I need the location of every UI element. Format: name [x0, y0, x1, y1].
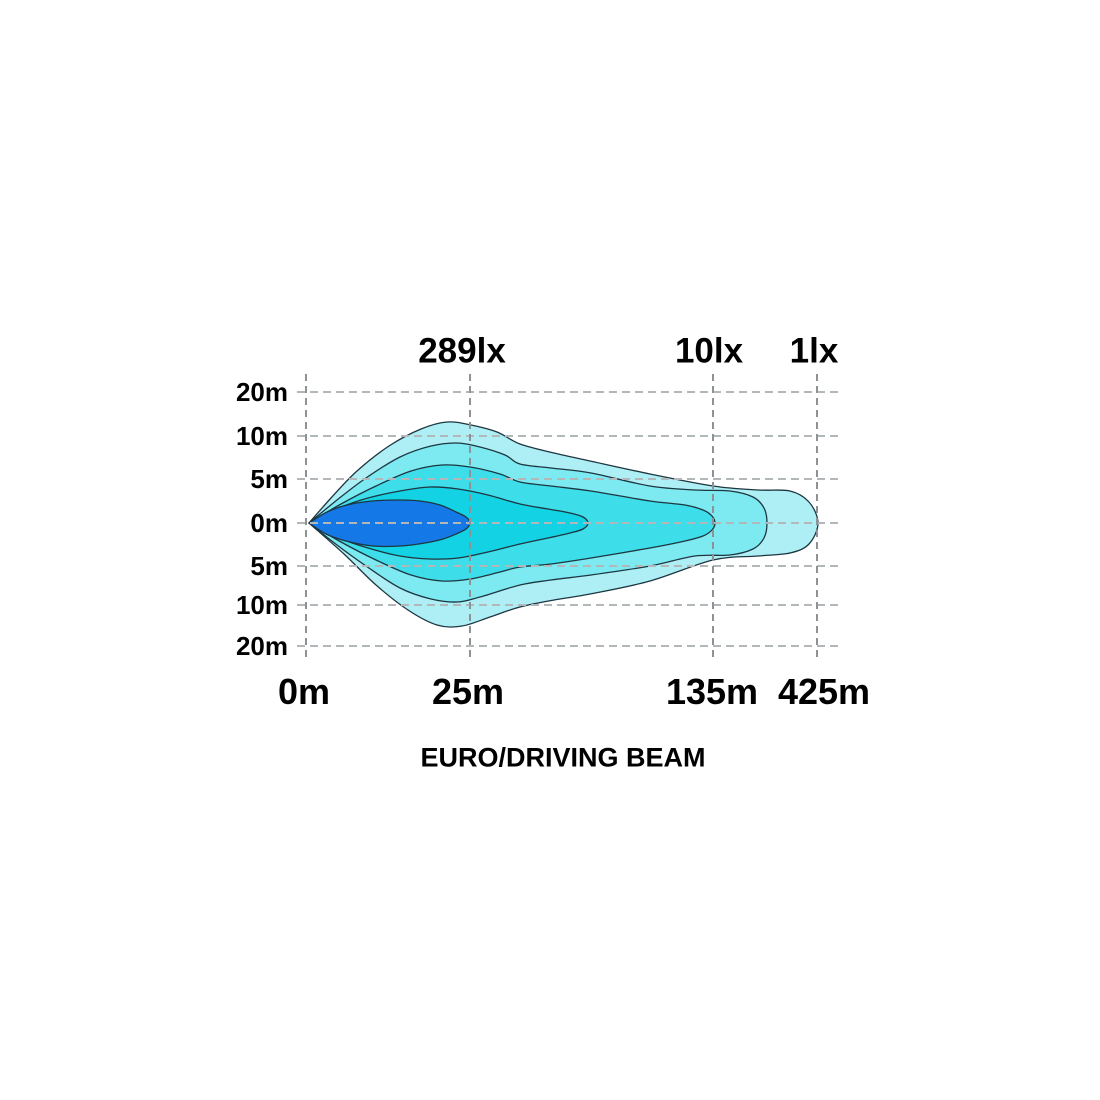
figure-title: EURO/DRIVING BEAM [420, 742, 706, 773]
lux-label-10lx: 10lx [674, 331, 744, 371]
y-axis-tick-label-0: 20m [235, 377, 288, 407]
x-axis-tick-label-0: 0m [277, 671, 331, 712]
y-axis-tick-label-2: 5m [250, 464, 288, 494]
y-axis-tick-label-5: 10m [235, 590, 288, 620]
x-axis-tick-label-2: 135m [665, 671, 759, 712]
y-axis-tick-label-6: 20m [235, 631, 288, 661]
x-axis-tick-label-1: 25m [431, 671, 505, 712]
lux-label-1lx: 1lx [789, 331, 839, 371]
y-axis-tick-label-1: 10m [235, 421, 288, 451]
y-axis-tick-label-4: 5m [250, 551, 288, 581]
y-axis-tick-label-3: 0m [250, 508, 288, 538]
lux-label-289lx: 289lx [418, 331, 506, 371]
x-axis-tick-label-3: 425m [777, 671, 871, 712]
